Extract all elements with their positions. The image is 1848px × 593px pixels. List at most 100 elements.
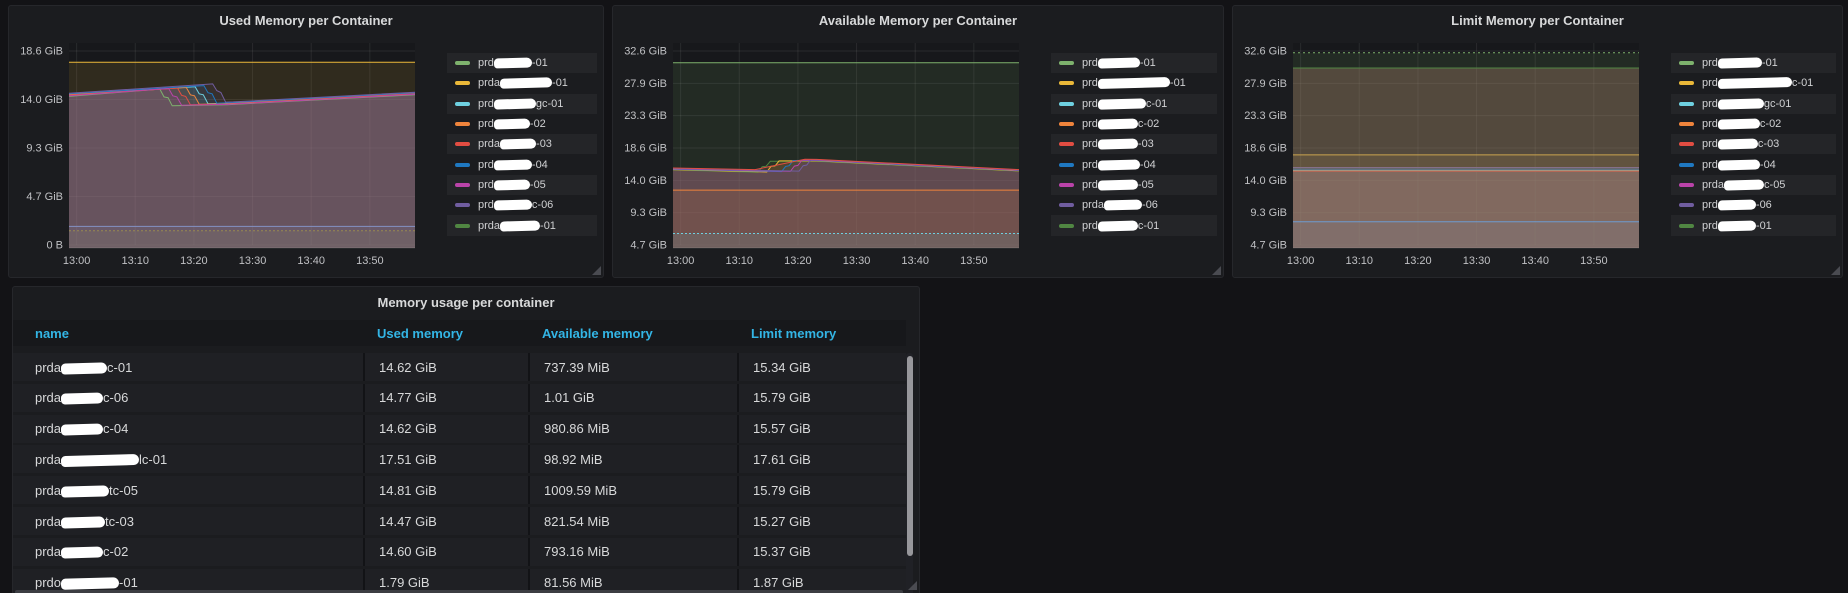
legend-item[interactable]: prd -01 (447, 53, 597, 74)
legend-label: prda -03 (478, 138, 552, 151)
panel-title-available-memory[interactable]: Available Memory per Container (818, 13, 1018, 28)
table-column-header-available-memory[interactable]: Available memory (542, 325, 653, 341)
redaction-blob (1097, 118, 1139, 130)
series-area (69, 85, 415, 248)
cell-name: prda lc-01 (35, 451, 168, 467)
redaction-blob (60, 515, 106, 529)
y-axis-tick-label: 4.7 GiB (630, 240, 667, 252)
legend-item[interactable]: prd -01 (1051, 73, 1217, 93)
series-area (1293, 170, 1639, 248)
legend-swatch-icon (1679, 81, 1694, 86)
y-axis-tick-label: 14.0 GiB (20, 94, 63, 106)
legend-item[interactable]: prd -03 (1051, 134, 1217, 155)
panel-title-memory-usage-table[interactable]: Memory usage per container (377, 295, 555, 310)
redaction-blob (60, 361, 108, 375)
cell-name: prda c-06 (35, 390, 129, 406)
y-axis-tick-label: 9.3 GiB (630, 207, 667, 219)
legend-item[interactable]: prd -01 (1051, 53, 1217, 74)
table-column-header-limit-memory[interactable]: Limit memory (751, 325, 837, 341)
panel-resize-handle[interactable] (592, 266, 601, 275)
legend-item[interactable]: prd -05 (447, 174, 597, 196)
legend-item[interactable]: prd -04 (1051, 154, 1217, 174)
series-area (69, 87, 415, 248)
legend-label: prd c-02 (1702, 118, 1782, 131)
legend-swatch-icon (1059, 81, 1074, 86)
legend-label: prd c-03 (1702, 138, 1780, 151)
cell-limit-memory: 15.79 GiB (737, 383, 906, 412)
legend-item[interactable]: prda -01 (447, 73, 597, 93)
legend-item[interactable]: prd -06 (1671, 195, 1836, 215)
legend-item[interactable]: prd c-02 (1051, 114, 1217, 134)
table-column-header-used-memory[interactable]: Used memory (377, 325, 463, 341)
legend-swatch-icon (1679, 223, 1694, 228)
table-row: prda c-04 14.62 GiB 980.86 MiB 15.57 GiB (13, 414, 906, 443)
cell-limit-memory: 15.57 GiB (737, 414, 906, 443)
panel-title-limit-memory[interactable]: Limit Memory per Container (1451, 13, 1624, 28)
series-area (1293, 167, 1639, 248)
legend-label: prd -04 (478, 158, 548, 171)
x-axis-tick-label: 13:00 (63, 255, 91, 267)
legend-item[interactable]: prd c-01 (1051, 93, 1217, 114)
legend-item[interactable]: prd gc-01 (1671, 93, 1836, 114)
legend-item[interactable]: prd c-01 (1051, 215, 1217, 236)
table-column-header-name[interactable]: name (35, 325, 69, 341)
used-memory-chart: 18.6 GiB 14.0 GiB 9.3 GiB 4.7 GiB 0 B13:00 13… (20, 43, 416, 267)
panel-available-memory: Available Memory per Container 32.6 GiB 2… (612, 5, 1224, 278)
cell-available-memory: 1009.59 MiB (528, 476, 737, 505)
legend-swatch-icon (1679, 182, 1694, 187)
y-axis-tick-label: 23.3 GiB (1244, 110, 1287, 122)
legend-label: prd c-01 (1082, 97, 1168, 110)
legend-item[interactable]: prd -01 (1671, 53, 1836, 74)
panel-resize-handle[interactable] (1831, 266, 1840, 275)
legend-label: prd c-01 (1702, 77, 1814, 90)
scrollbar-thumb[interactable] (906, 356, 913, 556)
legend-item[interactable]: prd -04 (1671, 154, 1836, 174)
legend-item[interactable]: prd -05 (1051, 174, 1217, 196)
legend-item[interactable]: prd c-03 (1671, 134, 1836, 155)
y-axis-tick-label: 9.3 GiB (26, 143, 63, 155)
redaction-blob (1717, 159, 1761, 171)
legend-item[interactable]: prd -02 (447, 114, 597, 134)
redaction-blob (1717, 219, 1757, 232)
panel-resize-handle[interactable] (908, 581, 917, 590)
y-axis-tick-label: 14.0 GiB (624, 175, 667, 187)
table-horizontal-scrollbar[interactable] (15, 590, 903, 593)
series-area (69, 62, 415, 248)
legend-label: prd -01 (1082, 77, 1186, 90)
legend-item[interactable]: prd c-02 (1671, 114, 1836, 134)
legend-item[interactable]: prd c-01 (1671, 73, 1836, 93)
legend-swatch-icon (455, 101, 470, 106)
cell-limit-memory: 15.79 GiB (737, 476, 906, 505)
x-axis-tick-label: 13:30 (843, 255, 871, 267)
table-vertical-scrollbar[interactable] (906, 353, 913, 593)
legend-item[interactable]: prda -01 (447, 215, 597, 236)
legend-label: prd c-02 (1082, 118, 1160, 131)
legend-swatch-icon (1679, 101, 1694, 106)
limit-memory-chart: 32.6 GiB 27.9 GiB 23.3 GiB 18.6 GiB 14.0 GiB… (1244, 43, 1639, 267)
redaction-blob (60, 392, 104, 405)
legend-item[interactable]: prd -01 (1671, 215, 1836, 236)
cell-available-memory: 793.16 MiB (528, 537, 737, 566)
legend-item[interactable]: prd -04 (447, 154, 597, 174)
legend-item[interactable]: prda c-05 (1671, 174, 1836, 196)
x-axis-tick-label: 13:20 (180, 255, 208, 267)
panel-resize-handle[interactable] (1212, 266, 1221, 275)
cell-used-memory: 14.62 GiB (363, 353, 528, 381)
series-line (69, 83, 416, 103)
used-memory-legend: prd -01 prda -01 prd gc-01 prd -02 prda -03 prd -04… (447, 53, 597, 236)
legend-swatch-icon (1059, 61, 1074, 66)
y-axis-tick-label: 27.9 GiB (624, 78, 667, 90)
legend-item[interactable]: prda -03 (447, 134, 597, 155)
series-area (673, 159, 1019, 248)
legend-label: prda c-05 (1702, 178, 1786, 191)
cell-used-memory: 14.60 GiB (363, 537, 528, 566)
legend-item[interactable]: prd c-06 (447, 195, 597, 215)
legend-swatch-icon (1679, 61, 1694, 66)
legend-swatch-icon (455, 81, 470, 86)
legend-item[interactable]: prda -06 (1051, 195, 1217, 215)
legend-item[interactable]: prd gc-01 (447, 93, 597, 114)
x-axis-tick-label: 13:50 (356, 255, 384, 267)
x-axis-tick-label: 13:50 (1580, 255, 1608, 267)
panel-title-used-memory[interactable]: Used Memory per Container (219, 13, 393, 28)
table-row: prda tc-03 14.47 GiB 821.54 MiB 15.27 GiB (13, 507, 906, 535)
